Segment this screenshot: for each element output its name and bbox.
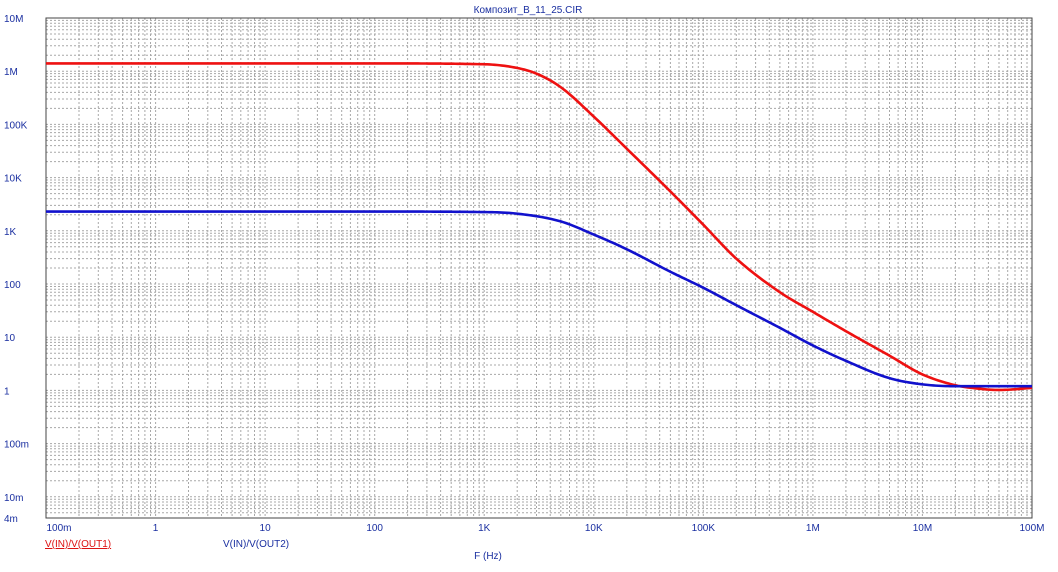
x-tick-label: 1M — [806, 523, 820, 534]
y-tick-label: 10K — [4, 174, 22, 185]
tick-labels: 100m 1 10 100 1K 10K 100K 1M 10M 100M 10M 1M 100K 10K… — [4, 14, 1045, 534]
y-tick-label: 4m — [4, 514, 18, 525]
grid — [45, 17, 1033, 519]
y-tick-label: 100 — [4, 280, 21, 291]
x-tick-label: 10K — [585, 523, 603, 534]
y-tick-label: 100K — [4, 120, 28, 131]
x-tick-label: 10M — [913, 523, 932, 534]
x-axis-label: F (Hz) — [474, 551, 502, 562]
legend-series-1[interactable]: V(IN)/V(OUT1) — [45, 539, 111, 550]
series-line-1 — [46, 62, 1033, 392]
series-line-2 — [46, 210, 1032, 388]
x-tick-label: 10 — [260, 523, 272, 534]
x-tick-label: 100K — [692, 523, 716, 534]
x-tick-label: 100m — [46, 523, 71, 534]
y-tick-label: 100m — [4, 440, 29, 451]
legend-series-2[interactable]: V(IN)/V(OUT2) — [223, 539, 289, 550]
y-tick-label: 1 — [4, 386, 10, 397]
y-tick-label: 10M — [4, 14, 23, 25]
plot-frame — [45, 17, 1033, 519]
x-tick-label: 1K — [478, 523, 491, 534]
x-tick-label: 100 — [366, 523, 383, 534]
chart-title: Композит_B_11_25.CIR — [474, 5, 583, 16]
series-group — [46, 62, 1033, 392]
y-tick-label: 1M — [4, 67, 18, 78]
x-tick-label: 100M — [1019, 523, 1044, 534]
x-tick-label: 1 — [153, 523, 159, 534]
y-tick-label: 1K — [4, 227, 17, 238]
y-tick-label: 10m — [4, 493, 23, 504]
y-tick-label: 10 — [4, 333, 16, 344]
